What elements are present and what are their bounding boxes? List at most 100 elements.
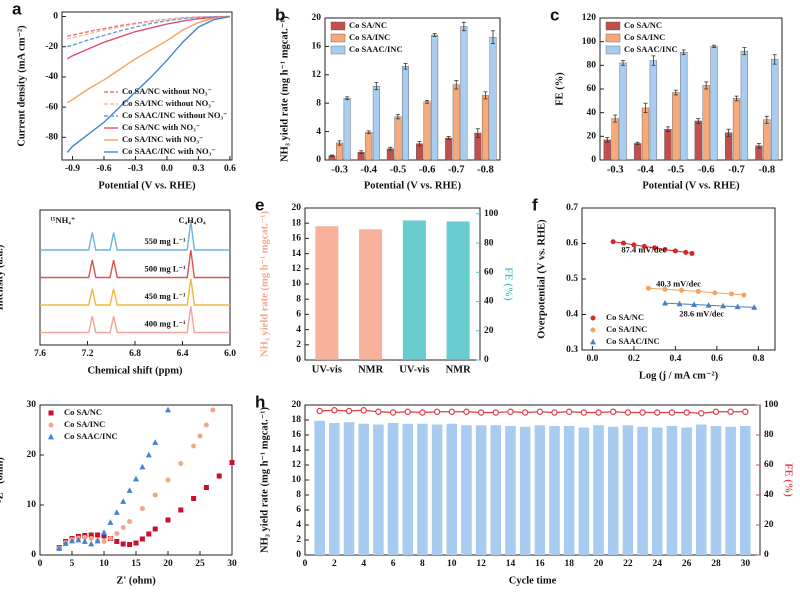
legend-swatch [590,327,596,333]
marker [698,410,705,417]
x-tick-label: 0.4 [669,354,681,364]
bar [696,424,707,555]
x-tick-label: -0.9 [65,164,80,174]
marker [492,409,500,416]
bar [724,132,733,161]
y-tick-label: -20 [45,42,58,52]
legend-label: Co SA/NC [349,20,387,30]
x-tick-label: 5 [70,559,75,569]
bar [490,425,502,555]
marker [720,302,727,309]
error-bar [635,141,640,146]
y-tick-label: 0 [296,355,301,365]
y-axis-label: NH₃ yield rate (mg h⁻¹ mgcat.⁻¹) [279,16,290,162]
y-tick-label: 18 [292,218,302,228]
x-tick-label: 7.6 [34,349,46,359]
marker [229,460,235,465]
marker [728,291,734,297]
x-tick-label: -0.6 [96,164,111,174]
marker [191,443,197,449]
bar [563,426,575,555]
bar [445,137,453,161]
error-bar [734,95,739,102]
x-tick-label: 12 [476,559,486,569]
y-tick-label: 16 [312,42,322,52]
error-bar [403,63,408,70]
marker [691,301,698,307]
y-tick-label: 6 [296,505,301,515]
y-tick-label: 0 [53,12,58,22]
x-tick-label: 0.6 [224,164,236,174]
marker [120,525,126,530]
error-bar [337,140,342,146]
legend-swatch [330,45,346,55]
legend-label: Co SA/NC with NO₃⁻ [122,122,200,132]
marker [734,303,741,310]
annotation: 28.6 mV/dec [679,308,724,318]
marker [662,286,668,292]
bar [672,92,680,161]
bar [519,426,531,555]
legend-label: Co SAAC/INC [64,431,118,441]
x-tick-label: 8 [420,559,425,569]
x-category-label: UV-vis [399,364,429,375]
y-tick-label: 100 [582,37,597,47]
panel-letter: f [532,195,538,214]
marker [672,248,678,254]
marker [727,408,734,415]
error-bar [726,128,731,137]
y-tick-label: 14 [292,249,302,259]
panel-letter: a [12,0,22,18]
marker [88,540,95,547]
y2-axis-label: FE (%) [783,463,794,497]
x-category-label: -0.7 [448,164,465,175]
marker [88,532,94,538]
marker [712,290,718,296]
y2-tick-label: 100 [764,400,779,410]
bar [593,425,604,555]
x-tick-label: 10 [99,559,109,569]
y-axis-label: Overpotential (V vs. RHE) [536,219,547,339]
y-tick-label: 60 [587,84,597,94]
legend-swatch [590,338,596,345]
bar [365,132,373,161]
series-label: 500 mg L⁻¹ [145,263,186,273]
bar [402,66,409,161]
marker [114,539,120,544]
marker [165,517,171,523]
x-category-label: -0.6 [698,164,715,175]
marker [645,285,651,291]
error-bar [712,44,717,48]
series-label: 550 mg L⁻¹ [145,236,186,246]
error-bar [330,154,334,157]
y-tick-label: 0.6 [566,239,578,249]
bar [637,426,648,555]
x-tick-label: 0.8 [752,354,764,364]
y-tick-label: 0 [591,155,596,165]
x-tick-label: 0.0 [161,164,173,174]
y-tick-label: 0 [316,155,321,165]
x-tick-label: 4 [361,559,366,569]
marker [127,542,133,547]
x-category-label: -0.7 [728,164,745,175]
marker [75,536,82,543]
marker [81,538,88,544]
y-tick-label: 0 [31,550,36,560]
y-tick-label: 0.4 [566,310,578,320]
legend-label: Co SAAC/INC [606,336,660,346]
y-axis-label: FE (%) [554,72,565,106]
marker [107,519,114,525]
bar [534,425,546,555]
y-tick-label: 20 [27,450,37,460]
error-bar [772,54,777,65]
y-tick-label: 8 [296,294,301,304]
bar [641,107,650,161]
marker [316,407,323,415]
y-tick-label: 12 [292,264,302,274]
y2-axis-label: FE (%) [503,267,514,301]
error-bar [764,115,769,124]
y2-tick-label: 40 [764,490,774,500]
marker [191,496,197,501]
marker [203,485,209,490]
marker [741,292,747,298]
